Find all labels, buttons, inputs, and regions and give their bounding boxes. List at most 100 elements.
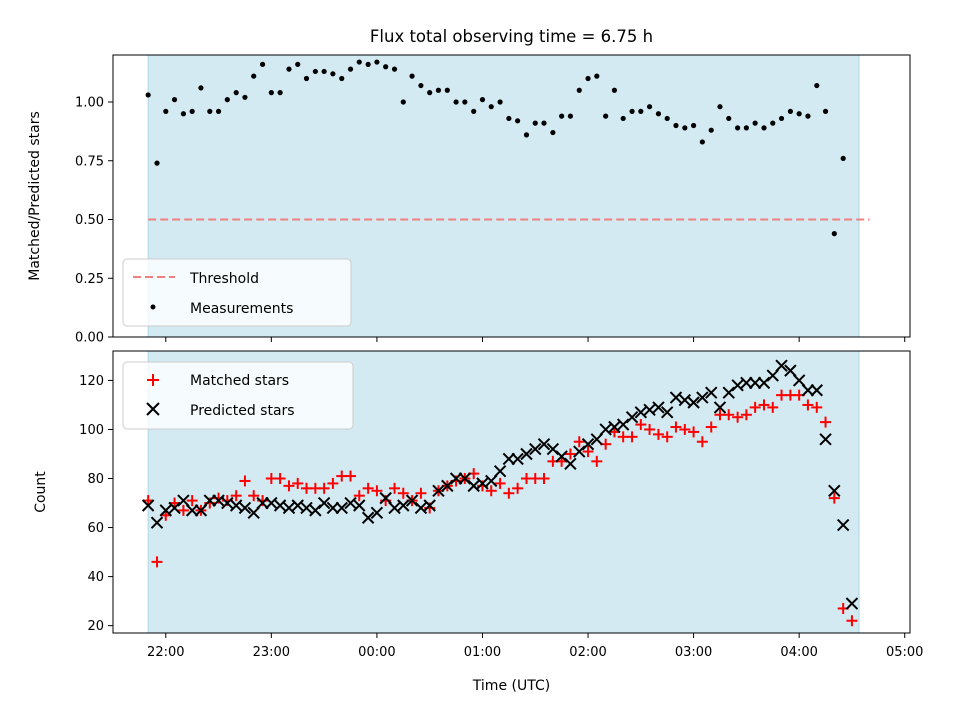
count-y-tick-label: 100 [79, 423, 104, 438]
predicted-star-point [775, 359, 788, 372]
matched-star-point [415, 487, 427, 499]
predicted-star-point [713, 401, 727, 414]
measurement-point [664, 115, 670, 122]
measurement-point [180, 111, 187, 117]
measurement-point [303, 75, 310, 82]
predicted-star-point [634, 406, 648, 419]
predicted-star-point [801, 384, 815, 397]
measurement-point [690, 122, 697, 129]
matched-star-point [688, 426, 700, 438]
matched-star-point [723, 409, 735, 421]
measurement-point [356, 59, 362, 65]
predicted-star-point [810, 384, 823, 397]
measurement-point [383, 64, 389, 70]
predicted-star-point [625, 411, 639, 424]
predicted-star-point [405, 494, 419, 507]
predicted-star-point [845, 597, 859, 610]
predicted-star-point [669, 391, 683, 404]
measurement-point [427, 90, 433, 96]
predicted-star-point [397, 499, 410, 512]
legend-predicted-swatch [146, 402, 160, 416]
measurement-point [347, 66, 354, 72]
measurement-point [620, 115, 626, 122]
x-tick-label: 22:00 [147, 645, 184, 660]
matched-star-point [828, 492, 840, 504]
x-axis-label: Time (UTC) [472, 678, 550, 694]
measurement-point [735, 125, 741, 131]
predicted-star-point [141, 499, 155, 512]
matched-star-point [248, 490, 260, 502]
ratio-y-ticks: 0.00 0.25 0.50 0.75 1.00 [75, 96, 113, 346]
matched-star-point [635, 419, 647, 431]
x-tick-label: 04:00 [780, 645, 817, 660]
matched-star-point [186, 495, 198, 507]
measurement-point [330, 71, 336, 77]
predicted-star-point [247, 506, 260, 520]
count-y-tick-label: 40 [87, 570, 104, 585]
matched-star-point [397, 487, 409, 499]
measurement-point [189, 108, 195, 114]
measurement-point [312, 68, 318, 75]
matched-star-point [318, 482, 330, 494]
matched-star-point [494, 477, 506, 489]
measurement-point [831, 231, 837, 237]
matched-star-point [327, 477, 339, 489]
predicted-star-point [458, 472, 472, 485]
predicted-star-point [722, 386, 735, 399]
predicted-star-point [828, 484, 841, 497]
measurement-point [462, 99, 468, 105]
predicted-star-point [643, 403, 656, 417]
matched-star-point [503, 487, 515, 499]
matched-star-point [371, 485, 383, 497]
ratio-y-axis-label: Matched/Predicted stars [27, 111, 43, 281]
matched-star-point [230, 490, 242, 502]
predicted-star-point [423, 499, 436, 512]
measurement-point [295, 61, 301, 67]
x-tick-label: 01:00 [464, 645, 501, 660]
measurement-point [594, 73, 600, 79]
predicted-star-point [511, 452, 524, 466]
matched-star-point [652, 428, 664, 440]
measurement-point [400, 99, 406, 105]
matched-star-point [177, 504, 189, 516]
predicted-star-point [317, 496, 331, 510]
predicted-star-point [159, 504, 172, 517]
measurement-point [603, 113, 609, 119]
predicted-star-point [608, 420, 621, 434]
predicted-star-point [168, 501, 181, 515]
measurement-point [752, 120, 758, 126]
predicted-star-point [344, 496, 357, 510]
ratio-x-ticks [165, 337, 906, 342]
measurement-point [515, 118, 521, 124]
matched-star-point [283, 480, 295, 492]
predicted-star-point [203, 494, 217, 507]
measurement-point [145, 92, 151, 98]
measurement-point [233, 90, 239, 96]
x-tick-label: 00:00 [358, 645, 395, 660]
predicted-stars-points [141, 359, 859, 610]
count-panel: 20 40 60 80 100 120 22:00 23:00 00:00 01:00 02:00… [33, 350, 923, 694]
measurement-point [814, 82, 820, 89]
predicted-star-point [590, 433, 604, 446]
matched-star-point [696, 436, 708, 448]
measurement-points [145, 59, 846, 237]
ratio-y-tick-label: 1.00 [75, 96, 104, 111]
measurement-point [154, 160, 160, 166]
matched-star-point [740, 409, 752, 421]
chart-title: Flux total observing time = 6.75 h [370, 27, 653, 46]
predicted-star-point [740, 376, 753, 390]
predicted-star-point [537, 437, 551, 451]
matched-star-point [758, 399, 770, 411]
measurement-point [259, 61, 266, 67]
count-x-ticks: 22:00 23:00 00:00 01:00 02:00 03:00 04:00 05:00 [147, 633, 923, 660]
predicted-star-point [467, 479, 480, 493]
count-legend-box [122, 361, 354, 430]
predicted-star-point [696, 391, 709, 404]
predicted-star-point [581, 437, 595, 451]
predicted-star-point [361, 511, 375, 524]
predicted-star-point [731, 379, 744, 392]
count-y-axis-label: Count [33, 471, 49, 513]
predicted-star-point [502, 452, 516, 466]
measurement-point [629, 108, 635, 114]
